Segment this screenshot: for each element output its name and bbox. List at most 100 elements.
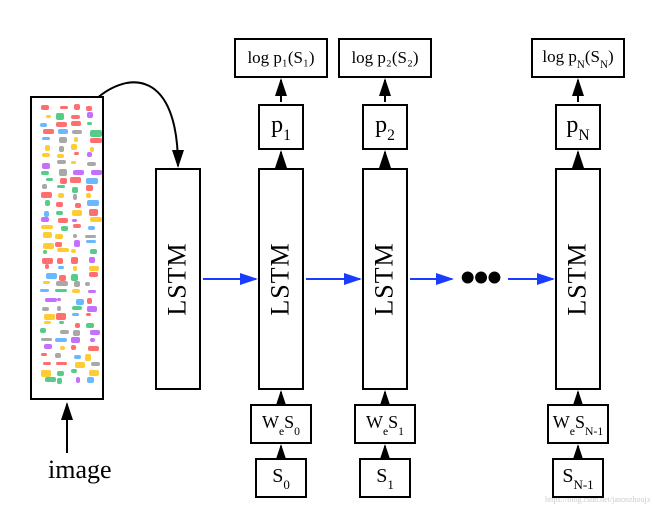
cnn-blob <box>42 184 48 189</box>
cnn-blob <box>57 154 64 158</box>
cnn-blob <box>75 362 85 368</box>
cnn-blob <box>55 234 63 239</box>
cnn-blob <box>57 160 66 164</box>
cnn-blob <box>46 115 51 118</box>
cnn-blob <box>90 217 101 222</box>
ellipsis-dots: ••• <box>460 252 500 303</box>
cnn-blob <box>74 137 78 141</box>
logpn-text: log pN(SN) <box>542 47 613 69</box>
cnn-blob <box>87 306 98 311</box>
cnn-blob <box>90 138 102 143</box>
cnn-blob <box>42 137 50 140</box>
cnn-blob <box>57 185 65 188</box>
cnn-blob <box>73 224 81 227</box>
cnn-blob <box>70 177 81 183</box>
cnn-blob <box>86 240 96 243</box>
cnn-blob <box>72 130 82 134</box>
wesn-text: WeSN-1 <box>553 412 603 436</box>
cnn-blob <box>45 377 56 382</box>
cnn-blob <box>88 290 96 293</box>
lstm-label: LSTM <box>563 242 593 315</box>
cnn-blob <box>89 209 99 216</box>
cnn-blob <box>72 306 82 310</box>
cnn-blob <box>60 178 67 184</box>
image-label: image <box>48 455 112 485</box>
cnn-blob <box>90 338 95 341</box>
wes0-box: WeS0 <box>250 404 312 444</box>
cnn-blob <box>57 306 61 310</box>
cnn-blob <box>71 121 81 127</box>
cnn-blob <box>90 130 102 137</box>
cnn-blob <box>89 266 99 271</box>
cnn-blob <box>56 362 67 366</box>
cnn-blob <box>58 218 68 223</box>
sn-text: SN-1 <box>562 465 593 491</box>
cnn-blob <box>57 378 62 384</box>
cnn-blob <box>57 298 61 302</box>
cnn-blob <box>42 307 49 311</box>
edge-cnn-lstm0 <box>95 82 178 166</box>
cnn-blob <box>75 323 80 328</box>
cnn-blob <box>74 355 81 360</box>
logp2-text: log p₂(S₂) <box>351 48 418 68</box>
cnn-blob <box>87 200 99 206</box>
cnn-blob <box>71 274 78 280</box>
cnn-blob <box>44 314 55 320</box>
cnn-blob <box>71 345 77 350</box>
cnn-blob <box>55 289 67 292</box>
p1-box: p1 <box>258 104 304 150</box>
cnn-blob <box>91 362 101 366</box>
cnn-blob <box>89 370 99 376</box>
lstm-box-0: LSTM <box>155 168 201 390</box>
cnn-blob <box>85 354 90 361</box>
cnn-blob <box>41 192 52 197</box>
cnn-blob <box>87 162 96 167</box>
lstm-label: LSTM <box>266 242 296 315</box>
cnn-blob <box>71 115 80 119</box>
cnn-blob <box>88 226 94 230</box>
cnn-blob <box>72 313 79 317</box>
cnn-blob <box>90 330 100 335</box>
cnn-blob <box>56 113 64 120</box>
cnn-blob <box>75 203 81 209</box>
cnn-blob <box>87 298 92 304</box>
cnn-blob <box>57 258 63 264</box>
cnn-blob <box>86 313 91 317</box>
cnn-blob <box>74 104 80 110</box>
cnn-blob <box>87 122 92 125</box>
cnn-blob <box>86 185 93 191</box>
p1-text: p1 <box>271 112 291 143</box>
p2-box: p2 <box>362 104 408 150</box>
s0-box: S0 <box>255 458 307 498</box>
cnn-blob <box>76 299 85 305</box>
cnn-blob <box>88 346 99 351</box>
cnn-blob <box>43 281 50 284</box>
cnn-blob <box>71 249 76 253</box>
cnn-blob <box>71 369 77 373</box>
cnn-blob <box>58 266 64 269</box>
cnn-blob <box>40 289 49 292</box>
cnn-blob <box>40 123 47 127</box>
cnn-blob <box>56 313 66 320</box>
cnn-blob <box>43 232 52 238</box>
cnn-blob <box>45 145 50 151</box>
cnn-architecture-graphic <box>30 96 104 400</box>
cnn-blob <box>76 377 81 383</box>
cnn-blob <box>43 362 50 365</box>
cnn-blob <box>55 242 61 247</box>
cnn-blob <box>40 328 46 333</box>
cnn-blob <box>85 282 90 286</box>
cnn-blob <box>86 178 98 184</box>
cnn-blob <box>90 147 94 152</box>
cnn-blob <box>45 200 50 206</box>
cnn-blob <box>43 243 54 249</box>
cnn-blob <box>71 144 77 150</box>
logp1-text: log p₁(S₁) <box>247 48 314 68</box>
cnn-blob <box>72 210 82 216</box>
s1-text: S1 <box>376 465 394 491</box>
sn-box: SN-1 <box>552 458 604 498</box>
cnn-blob <box>59 169 67 176</box>
cnn-blob <box>45 264 50 269</box>
cnn-blob <box>56 202 62 206</box>
wes1-text: WeS1 <box>366 412 404 436</box>
